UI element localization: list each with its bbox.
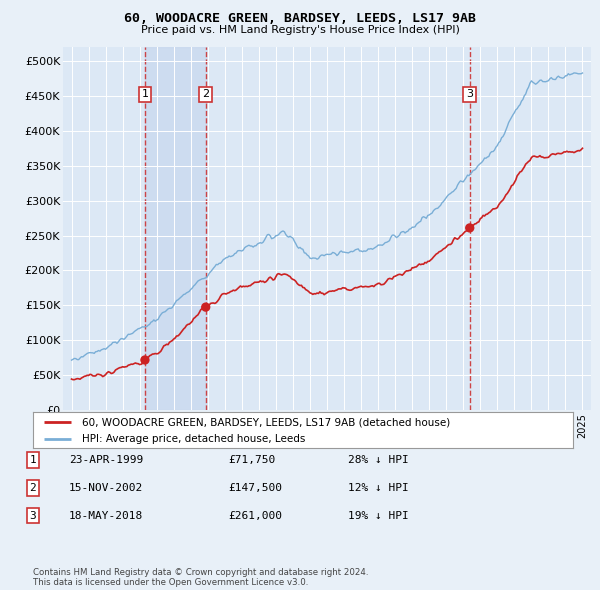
Text: 12% ↓ HPI: 12% ↓ HPI — [348, 483, 409, 493]
Text: 60, WOODACRE GREEN, BARDSEY, LEEDS, LS17 9AB: 60, WOODACRE GREEN, BARDSEY, LEEDS, LS17… — [124, 12, 476, 25]
Text: 23-APR-1999: 23-APR-1999 — [69, 455, 143, 465]
Text: 18-MAY-2018: 18-MAY-2018 — [69, 511, 143, 520]
Text: Price paid vs. HM Land Registry's House Price Index (HPI): Price paid vs. HM Land Registry's House … — [140, 25, 460, 35]
Text: 19% ↓ HPI: 19% ↓ HPI — [348, 511, 409, 520]
Text: 1: 1 — [142, 89, 148, 99]
Text: HPI: Average price, detached house, Leeds: HPI: Average price, detached house, Leed… — [82, 434, 305, 444]
Point — [140, 355, 150, 365]
Text: 28% ↓ HPI: 28% ↓ HPI — [348, 455, 409, 465]
Point — [465, 223, 475, 232]
Text: 2: 2 — [202, 89, 209, 99]
Text: 60, WOODACRE GREEN, BARDSEY, LEEDS, LS17 9AB (detached house): 60, WOODACRE GREEN, BARDSEY, LEEDS, LS17… — [82, 417, 450, 427]
Bar — [145, 47, 206, 410]
Text: 3: 3 — [466, 89, 473, 99]
Text: 15-NOV-2002: 15-NOV-2002 — [69, 483, 143, 493]
Text: Contains HM Land Registry data © Crown copyright and database right 2024.
This d: Contains HM Land Registry data © Crown c… — [33, 568, 368, 587]
Point — [201, 303, 211, 312]
Text: £71,750: £71,750 — [228, 455, 275, 465]
Text: 3: 3 — [29, 511, 37, 520]
Text: 1: 1 — [29, 455, 37, 465]
Text: £147,500: £147,500 — [228, 483, 282, 493]
Text: 2: 2 — [29, 483, 37, 493]
Text: £261,000: £261,000 — [228, 511, 282, 520]
